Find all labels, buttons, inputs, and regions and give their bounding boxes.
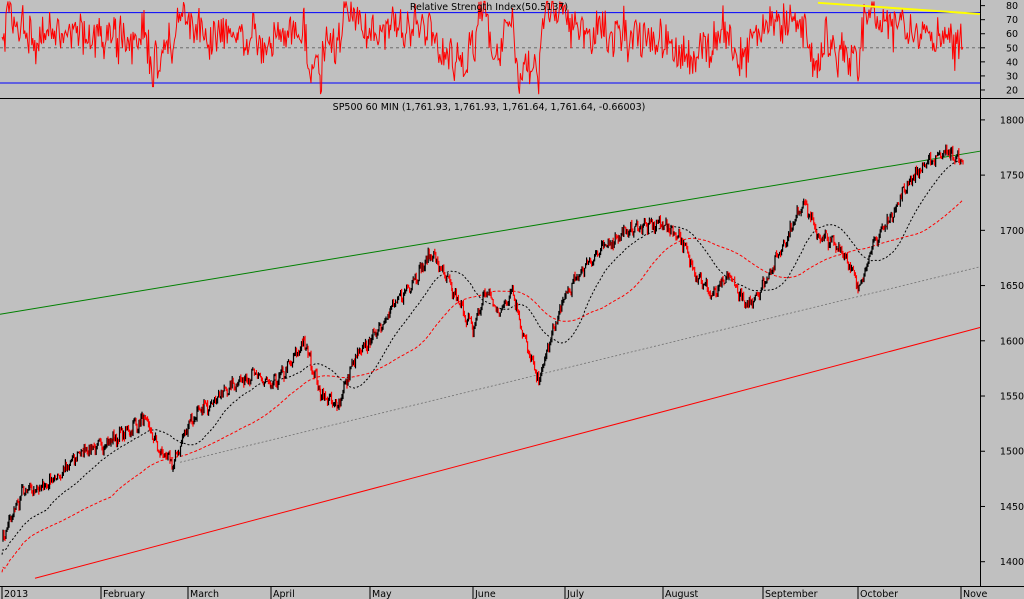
x-axis-label: September [765, 589, 818, 599]
price-panel-background [0, 100, 980, 586]
rsi-y-tick-label: 40 [1006, 57, 1018, 68]
x-axis-layer: 2013 February March April May June July August S… [1, 586, 988, 599]
rsi-trendline [817, 1, 981, 16]
channel-mid-line [179, 266, 981, 463]
x-axis-label: Nove [963, 589, 988, 599]
rsi-y-tick-label: 80 [1006, 1, 1018, 12]
moving-average-slow [1, 199, 964, 573]
rsi-y-tick-label: 60 [1006, 29, 1018, 40]
x-axis-label: June [474, 589, 496, 599]
right-axis-background [980, 0, 1024, 599]
price-y-tick-label: 1500 [1000, 447, 1024, 458]
price-y-tick-label: 1450 [1000, 502, 1024, 513]
x-axis-label: August [665, 589, 699, 599]
x-axis-label: July [566, 589, 584, 599]
moving-average-fast [1, 158, 964, 555]
price-y-tick-label: 1550 [1000, 392, 1024, 403]
price-y-tick-label: 1650 [1000, 281, 1024, 292]
x-axis-label: October [860, 589, 898, 599]
x-axis-label: February [103, 589, 145, 599]
price-y-tick-label: 1600 [1000, 336, 1024, 347]
rsi-layer [0, 0, 981, 95]
price-title: SP500 60 MIN (1,761.93, 1,761.93, 1,761.… [333, 102, 646, 113]
price-y-tick-label: 1800 [1000, 115, 1024, 126]
rsi-y-tick-label: 30 [1006, 71, 1018, 82]
rsi-y-tick-label: 20 [1006, 85, 1018, 96]
price-y-tick-label: 1400 [1000, 557, 1024, 568]
price-y-tick-label: 1750 [1000, 171, 1024, 182]
x-axis-label: April [273, 589, 295, 599]
channel-bottom-line [34, 327, 981, 579]
rsi-line [1, 0, 964, 95]
rsi-y-tick-label: 50 [1006, 43, 1018, 54]
x-axis-label: March [190, 589, 219, 599]
price-y-tick-label: 1700 [1000, 226, 1024, 237]
rsi-y-tick-label: 70 [1006, 15, 1018, 26]
channel-top-line [0, 150, 981, 315]
rsi-title: Relative Strength Index(50.5137) [410, 2, 568, 13]
price-layer [0, 144, 981, 579]
y-axis-layer: 1400 1450 1500 1550 1600 1650 1700 1750 1800 20 30… [980, 1, 1024, 568]
x-axis-label: May [372, 589, 392, 599]
x-axis-label: 2013 [4, 589, 28, 599]
